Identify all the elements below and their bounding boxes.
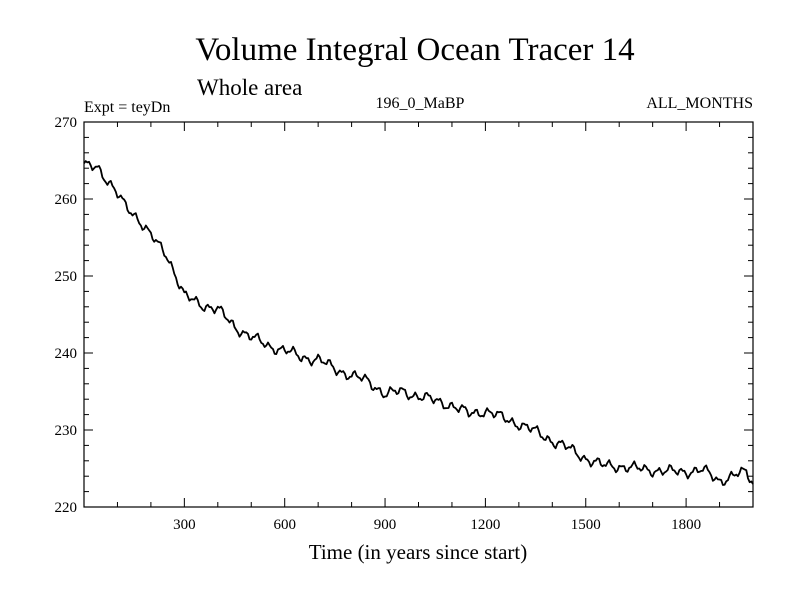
axis-ticks [84,122,753,507]
y-tick-label: 270 [55,115,78,131]
x-tick-label: 1800 [671,517,701,533]
y-tick-labels: 220 230 240 250 260 270 [55,115,78,516]
x-tick-label: 900 [374,517,397,533]
y-tick-label: 260 [55,192,78,208]
y-tick-label: 220 [55,500,78,516]
series-line [83,160,754,486]
x-tick-label: 600 [273,517,296,533]
x-tick-labels: 300 600 900 1200 1500 1800 [173,517,701,533]
experiment-label: Expt = teyDn [84,99,170,116]
x-tick-label: 300 [173,517,196,533]
plot-frame [83,121,754,508]
chart-title: Volume Integral Ocean Tracer 14 [195,32,634,68]
period-label: 196_0_MaBP [376,95,465,112]
x-tick-label: 1200 [470,517,500,533]
y-tick-label: 240 [55,346,78,362]
x-axis-label: Time (in years since start) [309,540,528,564]
x-tick-label: 1500 [571,517,601,533]
y-tick-label: 230 [55,423,78,439]
y-tick-label: 250 [55,269,78,285]
chart-subtitle: Whole area [197,75,302,100]
months-label: ALL_MONTHS [646,95,753,112]
